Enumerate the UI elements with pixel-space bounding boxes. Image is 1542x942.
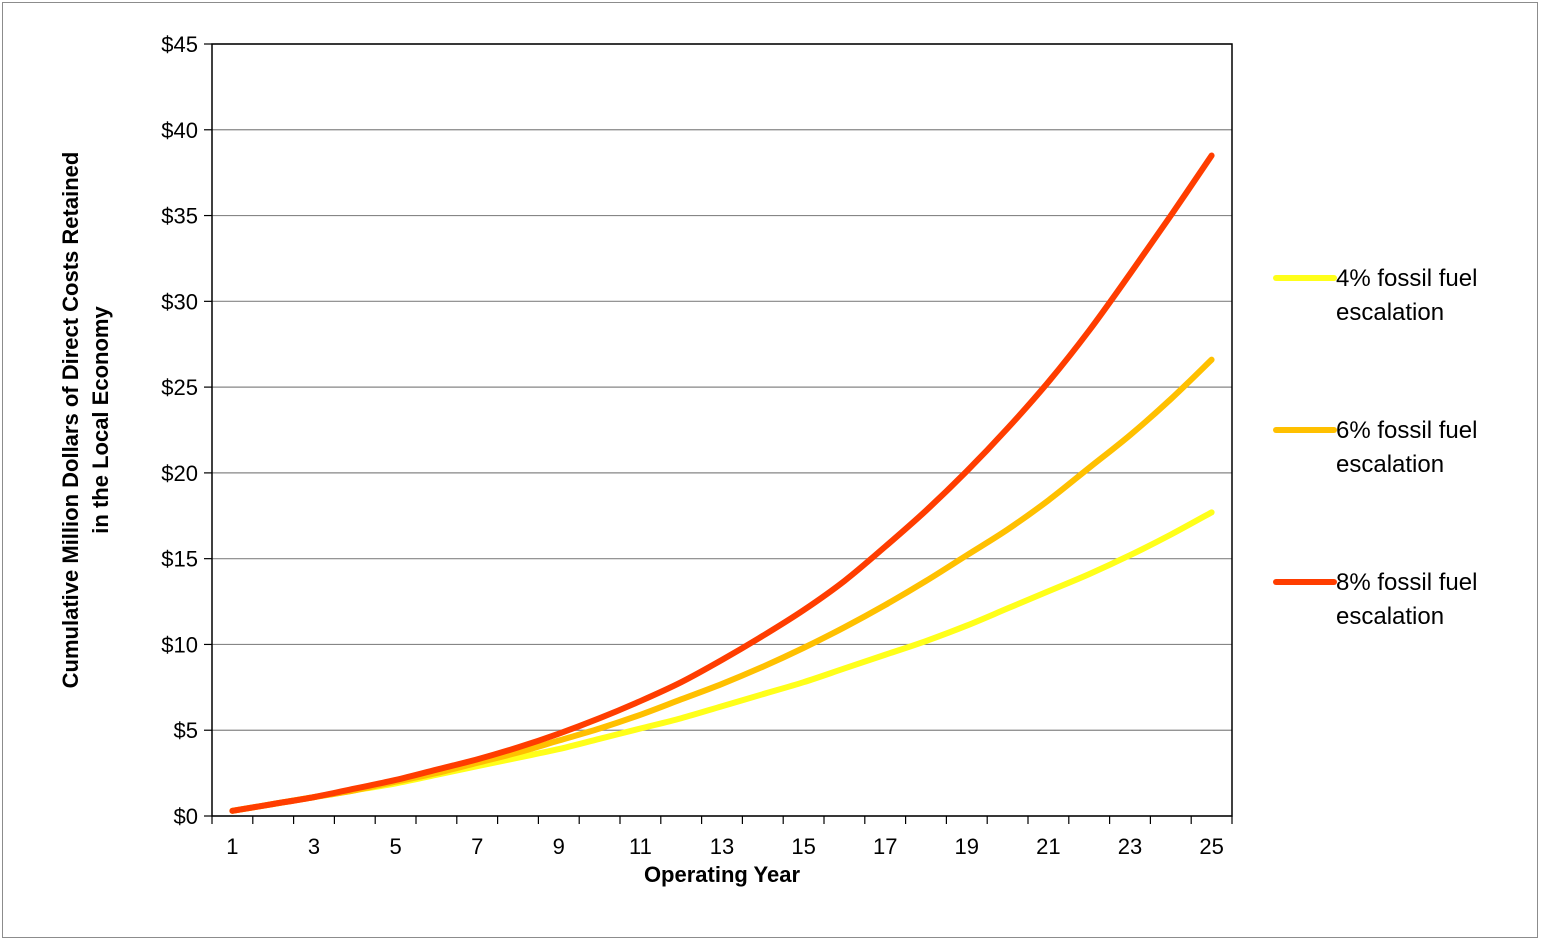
legend: 4% fossil fuel escalation 6% fossil fuel es…	[1273, 265, 1477, 630]
y-axis-tick-labels: $0 $5 $10 $15 $20 $25 $30 $35 $40 $45	[161, 32, 198, 829]
y-tick-label: $35	[161, 204, 198, 229]
gridlines	[204, 43, 1232, 817]
plot-area	[211, 43, 1233, 817]
x-tick-label: 5	[389, 834, 401, 859]
y-tick-label: $30	[161, 289, 198, 314]
y-tick-label: $0	[174, 804, 198, 829]
x-axis-title: Operating Year	[644, 862, 801, 887]
x-tick-label: 15	[791, 834, 815, 859]
x-tick-label: 25	[1199, 834, 1223, 859]
x-tick-label: 7	[471, 834, 483, 859]
legend-label: 4% fossil fuel	[1336, 265, 1477, 292]
legend-label: 6% fossil fuel	[1336, 417, 1477, 444]
y-tick-label: $40	[161, 118, 198, 143]
series-layer	[229, 152, 1215, 814]
y-tick-label: $45	[161, 32, 198, 57]
legend-label: 8% fossil fuel	[1336, 569, 1477, 596]
legend-label: escalation	[1336, 603, 1444, 630]
x-tick-label: 9	[553, 834, 565, 859]
y-tick-label: $10	[161, 632, 198, 657]
y-axis-title: Cumulative Million Dollars of Direct Cos…	[58, 152, 113, 689]
y-tick-label: $20	[161, 461, 198, 486]
x-tick-label: 21	[1036, 834, 1060, 859]
x-axis-ticks	[211, 816, 1233, 824]
y-tick-label: $15	[161, 547, 198, 572]
series-line	[229, 152, 1215, 814]
x-tick-label: 1	[226, 834, 238, 859]
y-tick-label: $25	[161, 375, 198, 400]
x-tick-label: 23	[1118, 834, 1142, 859]
x-tick-label: 11	[629, 834, 652, 859]
y-tick-label: $5	[174, 718, 198, 743]
x-axis-tick-labels: 1 3 5 7 9 11 13 15 17 19 21 23 25	[226, 834, 1224, 859]
y-axis-title-line: Cumulative Million Dollars of Direct Cos…	[58, 152, 83, 689]
x-tick-label: 13	[710, 834, 734, 859]
legend-label: escalation	[1336, 299, 1444, 326]
legend-label: escalation	[1336, 451, 1444, 478]
x-tick-label: 17	[873, 834, 897, 859]
x-tick-label: 3	[308, 834, 320, 859]
y-axis-title-line: in the Local Economy	[88, 306, 113, 534]
x-tick-label: 19	[955, 834, 979, 859]
